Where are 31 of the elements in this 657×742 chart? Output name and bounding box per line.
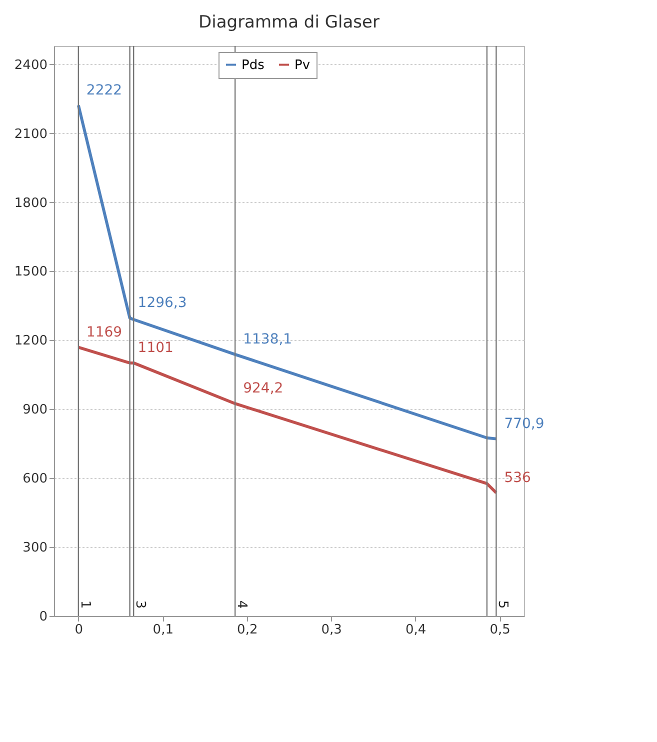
data-label: 1138,1: [243, 331, 292, 348]
chart-title: Diagramma di Glaser: [198, 12, 380, 32]
y-tick-label: 300: [22, 540, 48, 556]
line-series: [76, 104, 498, 440]
annotation: 5: [495, 600, 510, 609]
data-label: 536: [504, 470, 532, 486]
x-tick-label: 0,2: [237, 622, 258, 638]
x-tick-label: 0,3: [321, 622, 342, 638]
data-label: 924,2: [243, 380, 284, 397]
y-tick-label: 900: [22, 402, 48, 418]
x-tick-label: 0,1: [152, 622, 174, 638]
data-label: 1101: [138, 340, 174, 356]
annotation: 1: [77, 600, 92, 609]
y-tick-label: 2400: [14, 58, 48, 73]
y-tick-label: 1500: [14, 264, 48, 280]
annotation: 3: [132, 600, 148, 609]
y-tick-label: 0: [39, 610, 48, 624]
x-tick-label: 0,5: [490, 622, 510, 638]
data-label: 770,9: [504, 416, 544, 432]
y-tick-label: 1800: [14, 196, 48, 211]
data-label: 1296,3: [138, 295, 187, 312]
y-tick-label: 1200: [14, 334, 48, 349]
annotation: 4: [234, 600, 250, 609]
x-tick-label: 0,4: [406, 622, 426, 638]
x-tick-label: 0: [74, 622, 84, 638]
y-tick-label: 2100: [14, 126, 48, 142]
y-tick-label: 600: [22, 472, 48, 487]
data-label: 1169: [86, 324, 122, 340]
legend-label: Pds: [242, 58, 265, 73]
data-label: 2222: [86, 82, 122, 98]
legend-label: Pv: [294, 58, 310, 73]
